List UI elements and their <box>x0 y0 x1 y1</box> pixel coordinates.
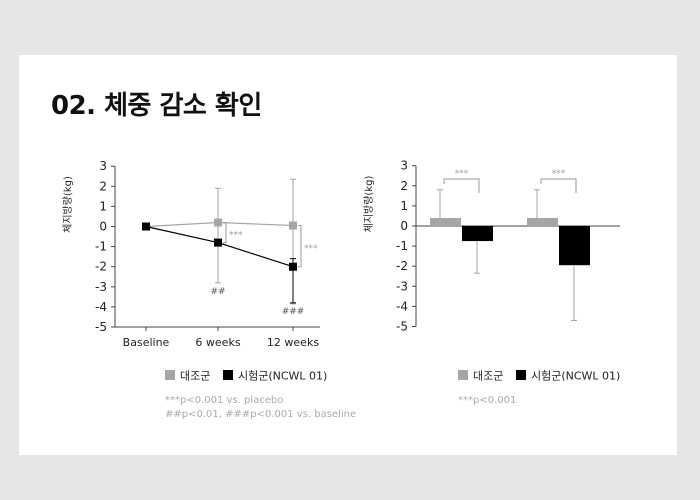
line-sig-label: *** <box>229 231 243 241</box>
line-y-tick-label: -5 <box>95 320 107 334</box>
line-y-tick-label: -3 <box>95 280 107 294</box>
page-title: 02. 체중 감소 확인 <box>51 91 262 121</box>
line-y-tick-label: -1 <box>95 240 107 254</box>
line-point <box>289 221 297 230</box>
line-y-tick-label: 3 <box>99 159 107 173</box>
line-y-tick-label: 2 <box>99 179 107 193</box>
line-y-axis-label: 체지방량(kg) <box>62 176 74 233</box>
bar-placebo <box>430 217 461 226</box>
line-footnote: ***p<0.001 vs. placebo <box>165 395 283 406</box>
bar-sig-label: *** <box>455 169 469 179</box>
bar-y-tick-label: 0 <box>400 219 408 233</box>
line-legend-swatch-placebo <box>165 370 175 380</box>
line-series-treatment <box>145 225 294 268</box>
line-point-label: ## <box>210 287 225 297</box>
bar-y-tick-label: -5 <box>396 320 408 334</box>
line-y-tick-label: -2 <box>95 260 107 274</box>
line-point <box>214 218 222 227</box>
line-legend-swatch-treatment <box>223 370 233 380</box>
bar-y-tick-label: 3 <box>400 159 408 173</box>
bar-y-axis-label: 체지방량(kg) <box>363 176 375 233</box>
line-footnote: ##p<0.01, ###p<0.001 vs. baseline <box>165 409 356 420</box>
line-x-tick-label: 6 weeks <box>195 336 240 349</box>
bar-y-tick-label: 1 <box>400 199 408 213</box>
bar-legend-label-treatment: 시험군(NCWL 01) <box>531 370 620 383</box>
bar-sig-bracket <box>540 178 577 193</box>
bar-y-tick-label: -4 <box>396 299 408 313</box>
line-point <box>289 262 297 271</box>
line-legend-label-treatment: 시험군(NCWL 01) <box>238 370 327 383</box>
line-x-tick-label: 12 weeks <box>267 336 319 349</box>
bar-legend-label-placebo: 대조군 <box>473 370 503 383</box>
bar-y-tick-label: -1 <box>396 239 408 253</box>
bar-y-tick-label: -3 <box>396 279 408 293</box>
bar-treatment <box>559 226 590 266</box>
line-sig-bracket <box>298 224 302 268</box>
line-point <box>142 222 150 231</box>
bar-y-tick-label: 2 <box>400 179 408 193</box>
bar-legend-swatch-placebo <box>458 370 468 380</box>
bar-footnote: ***p<0.001 <box>458 395 516 406</box>
line-sig-bracket <box>223 221 227 244</box>
line-y-tick-label: -4 <box>95 300 107 314</box>
bar-sig-label: *** <box>552 169 566 179</box>
line-point <box>214 238 222 247</box>
bar-legend-swatch-treatment <box>516 370 526 380</box>
bar-sig-bracket <box>443 178 480 193</box>
line-sig-label: *** <box>304 244 318 254</box>
bar-y-tick-label: -2 <box>396 259 408 273</box>
bar-treatment <box>462 226 493 242</box>
line-x-tick-label: Baseline <box>123 336 170 349</box>
line-point-label: ### <box>282 307 305 317</box>
line-legend-label-placebo: 대조군 <box>180 370 210 383</box>
bar-placebo <box>527 217 558 226</box>
line-y-tick-label: 1 <box>99 199 107 213</box>
line-y-tick-label: 0 <box>99 220 107 234</box>
